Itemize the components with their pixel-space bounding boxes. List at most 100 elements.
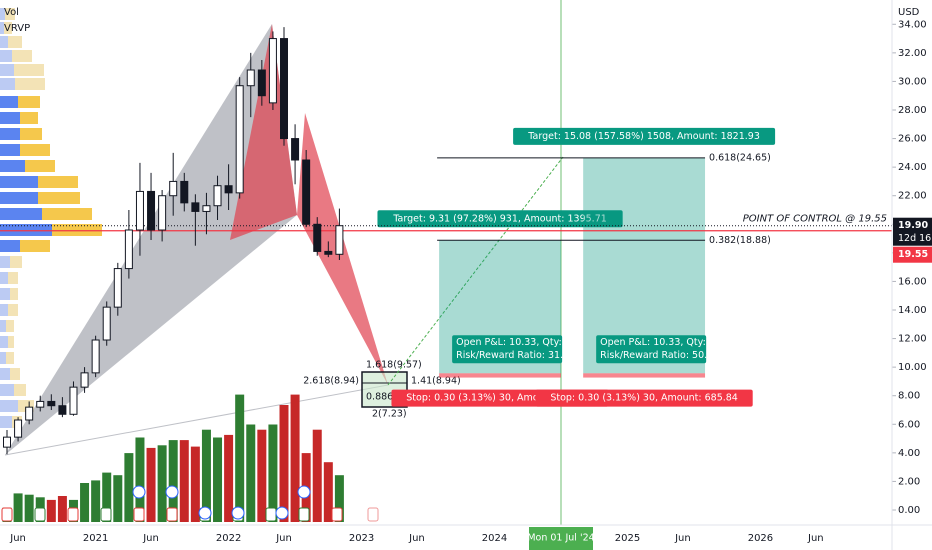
- vp-row: [0, 50, 12, 62]
- volume-bar: [224, 434, 234, 522]
- candle-body: [3, 436, 11, 448]
- target-label-bg: [377, 210, 623, 228]
- y-tick-label: 12.00: [898, 334, 927, 345]
- candle-body: [268, 38, 277, 104]
- x-tick-label: 2026: [748, 533, 773, 544]
- candle-body: [91, 339, 100, 374]
- y-tick-label: 10.00: [898, 362, 927, 373]
- x-tick-label: Jun: [275, 533, 292, 544]
- candle-body: [102, 306, 111, 341]
- y-tick-label: 4.00: [898, 448, 920, 459]
- x-tick-label: Jun: [408, 533, 425, 544]
- indicator-label: Vol: [4, 7, 19, 18]
- dividend-icon: [231, 506, 245, 520]
- volume-bar: [334, 475, 344, 522]
- vp-row: [0, 192, 38, 204]
- volume-bar: [235, 394, 245, 522]
- candle-body: [291, 138, 300, 161]
- pnl-label: Open P&L: 10.33, Qty: 73: [600, 337, 721, 348]
- fib-level-label: 0.382(18.88): [709, 235, 771, 246]
- vp-row: [42, 208, 92, 220]
- volume-bar: [268, 424, 278, 522]
- y-tick-label: 26.00: [898, 134, 927, 145]
- y-tick-label: 32.00: [898, 48, 927, 59]
- volume-bar: [80, 483, 90, 522]
- earnings-icon: [34, 507, 46, 522]
- vp-row: [0, 22, 4, 34]
- y-tick-label: 28.00: [898, 105, 927, 116]
- vp-row: [8, 336, 14, 348]
- projection-line: [387, 156, 564, 386]
- indicator-label: VRVP: [4, 23, 30, 34]
- vp-row: [14, 64, 44, 76]
- vp-row: [10, 256, 22, 268]
- vp-row: [0, 176, 38, 188]
- earnings-icon: [265, 507, 277, 522]
- vp-row: [4, 22, 12, 34]
- dividend-icon: [275, 506, 289, 520]
- countdown-label: 12d 16h: [898, 233, 932, 244]
- vp-row: [0, 352, 6, 364]
- stop-zone: [439, 373, 561, 378]
- vp-row: [0, 288, 10, 300]
- candle-body: [147, 190, 156, 231]
- vp-row: [0, 96, 18, 108]
- candle-body: [280, 38, 288, 140]
- x-tick-label: 2024: [482, 533, 507, 544]
- vp-row: [6, 352, 14, 364]
- volume-bar: [168, 440, 178, 522]
- pnl-label: Open P&L: 10.33, Qty: 73: [456, 337, 577, 348]
- candle-body: [335, 225, 344, 255]
- vp-row: [5, 8, 15, 20]
- dividend-icon: [297, 485, 311, 499]
- vp-row: [0, 272, 8, 284]
- vp-row: [8, 304, 18, 316]
- candle-body: [202, 205, 211, 212]
- vp-row: [0, 224, 52, 236]
- vp-row: [0, 240, 20, 252]
- y-tick-label: 2.00: [898, 476, 920, 487]
- y-tick-label: 16.00: [898, 276, 927, 287]
- candle-body: [47, 400, 56, 407]
- earnings-icon: [367, 507, 379, 522]
- x-tick-label: Jun: [674, 533, 691, 544]
- stop-label: Stop: 0.30 (3.13%) 30, Amount: 685.84: [550, 393, 738, 404]
- fib-level-label: 0.618(24.65): [709, 152, 771, 163]
- vp-row: [15, 78, 45, 90]
- vp-row: [20, 144, 50, 156]
- volume-bar: [312, 429, 322, 522]
- pattern-xd: [4, 384, 389, 456]
- volume-bar: [57, 496, 67, 522]
- events: [1, 485, 379, 522]
- vp-row: [0, 320, 6, 332]
- candle-body: [124, 229, 133, 270]
- dividend-icon: [165, 485, 179, 499]
- candle-body: [158, 195, 167, 231]
- pattern-abc: [230, 24, 297, 240]
- rr-label: Risk/Reward Ratio: 50.27: [600, 350, 719, 361]
- y-tick-label: 24.00: [898, 162, 927, 173]
- volume-bar: [246, 424, 256, 522]
- volume-bar: [290, 394, 300, 522]
- vp-row: [52, 224, 102, 236]
- rr-label: Risk/Reward Ratio: 31.03: [456, 350, 575, 361]
- dividend-icon: [132, 485, 146, 499]
- vp-row: [0, 8, 5, 20]
- candle-body: [302, 159, 311, 225]
- earnings-icon: [166, 507, 178, 522]
- x-tick-label: Jun: [807, 533, 824, 544]
- candle-body: [25, 406, 34, 421]
- currency: USD: [898, 7, 920, 18]
- vp-row: [0, 208, 42, 220]
- volume-bar: [190, 446, 200, 522]
- volume-bar: [124, 453, 134, 522]
- vp-row: [0, 64, 14, 76]
- vp-row: [0, 400, 18, 412]
- vp-row: [0, 304, 8, 316]
- volume-bar: [24, 494, 34, 522]
- volume-bar: [91, 480, 101, 522]
- y-tick-label: 0.00: [898, 505, 920, 516]
- poc-price-box: [893, 246, 932, 263]
- vp-row: [38, 176, 78, 188]
- vp-row: [0, 36, 8, 48]
